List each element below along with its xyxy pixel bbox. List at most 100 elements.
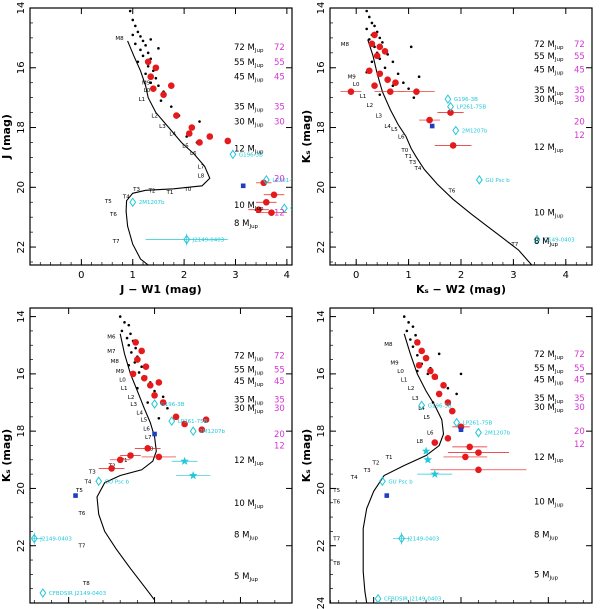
field-dwarf-point bbox=[370, 21, 374, 25]
field-dwarf-point bbox=[417, 75, 421, 79]
spectral-type-label: L4 bbox=[169, 132, 176, 138]
x-tick-label: 1 bbox=[405, 270, 411, 281]
mass-label-alt: 35 bbox=[274, 396, 285, 406]
x-tick-label: 4 bbox=[284, 270, 290, 281]
panel-4: 012141618202224H − Kₛ (mag)Kₛ (mag)M8M9L… bbox=[300, 307, 593, 609]
mass-label: 8 MJup bbox=[234, 219, 259, 230]
mass-label-alt: 12 bbox=[274, 441, 285, 451]
field-dwarf-point bbox=[409, 338, 412, 341]
field-dwarf-point bbox=[405, 329, 409, 333]
y-tick-label: 22 bbox=[16, 539, 27, 552]
comparison-label: GU Psc b bbox=[388, 479, 413, 485]
spectral-type-label: T5 bbox=[104, 199, 112, 205]
comparison-label: GU Psc b bbox=[105, 479, 130, 485]
comparison-label: J2149-0403 bbox=[542, 238, 575, 244]
cyan-star-point bbox=[430, 469, 440, 478]
member-point bbox=[155, 379, 163, 386]
comparison-label: G196-3B bbox=[161, 402, 185, 408]
spectral-type-label: L7 bbox=[198, 164, 205, 170]
comparison-label: LP261-75B bbox=[463, 421, 493, 427]
member-point bbox=[268, 209, 275, 217]
spectral-type-label: T0 bbox=[400, 148, 408, 154]
comparison-diamond bbox=[280, 203, 288, 214]
mass-label-alt: 72 bbox=[274, 43, 285, 53]
field-dwarf-point bbox=[141, 54, 145, 58]
spectral-type-label: T5 bbox=[75, 488, 83, 494]
mass-label: 12 MJup bbox=[234, 456, 264, 467]
y-tick-label: 20 bbox=[316, 181, 327, 194]
member-point bbox=[138, 347, 145, 355]
comparison-label: 2M1207b bbox=[139, 200, 165, 206]
mass-label: 72 MJup bbox=[234, 43, 264, 54]
field-dwarf-point bbox=[144, 44, 147, 47]
comparison-label: LP261-75B bbox=[457, 105, 487, 111]
spectral-type-label: L4 bbox=[136, 411, 143, 417]
panel-3: 0121416182022J − H (mag)Kₛ (mag)M6M7M8M9… bbox=[0, 307, 293, 609]
field-dwarf-point bbox=[141, 39, 145, 43]
field-dwarf-point bbox=[407, 321, 410, 324]
plot-area: M8M9L0L1L2L3L4L5L6L8T1T2T3T4T5T6T7T8T9G1… bbox=[324, 315, 527, 606]
mass-label: 30 MJup bbox=[234, 404, 264, 415]
y-tick-label: 22 bbox=[16, 241, 27, 254]
mass-label: 45 MJup bbox=[534, 65, 564, 76]
comparison-label: LP261-75B bbox=[178, 419, 208, 425]
comparison-diamond bbox=[189, 426, 197, 437]
comparison-label: GU Psc b bbox=[485, 178, 510, 184]
field-dwarf-point bbox=[149, 38, 153, 41]
field-dwarf-point bbox=[127, 323, 131, 327]
member-point bbox=[366, 67, 373, 75]
member-point bbox=[167, 82, 175, 89]
field-dwarf-point bbox=[146, 64, 150, 68]
y-tick-label: 18 bbox=[316, 121, 327, 134]
spectral-type-label: T6 bbox=[332, 499, 340, 505]
member-point bbox=[185, 130, 193, 137]
spectral-type-label: T9 bbox=[324, 600, 332, 606]
member-point bbox=[373, 52, 381, 60]
member-point bbox=[224, 137, 232, 145]
y-tick-label: 22 bbox=[316, 241, 327, 254]
member-point bbox=[381, 48, 389, 55]
spectral-type-label: M8 bbox=[111, 359, 120, 365]
spectral-type-label: L2 bbox=[367, 103, 374, 109]
y-tick-label: 16 bbox=[316, 61, 327, 74]
spectral-type-label: T1 bbox=[120, 458, 128, 464]
spectral-type-label: T8 bbox=[82, 581, 90, 587]
field-dwarf-point bbox=[365, 27, 368, 31]
field-dwarf-point bbox=[198, 120, 201, 123]
mass-label: 55 MJup bbox=[534, 364, 564, 375]
member-point bbox=[368, 40, 376, 48]
comparison-diamond bbox=[444, 94, 452, 105]
cyan-star-point bbox=[180, 456, 189, 465]
y-tick-label: 20 bbox=[316, 482, 327, 495]
comparison-diamond bbox=[95, 476, 103, 487]
mass-label: 45 MJup bbox=[534, 376, 564, 387]
mass-label: 35 MJup bbox=[234, 396, 264, 407]
y-axis-label: Kₛ (mag) bbox=[300, 429, 313, 482]
field-dwarf-point bbox=[140, 365, 143, 369]
mass-label-alt: 55 bbox=[574, 52, 585, 62]
mass-label: 5 MJup bbox=[234, 572, 259, 583]
field-dwarf-point bbox=[136, 30, 140, 34]
spectral-type-label: L0 bbox=[397, 369, 404, 375]
spectral-type-label: L6 bbox=[427, 431, 434, 437]
field-dwarf-point bbox=[131, 18, 135, 22]
y-tick-label: 20 bbox=[16, 482, 27, 495]
comparison-label: G196-3B bbox=[454, 97, 478, 103]
mass-label: 12 MJup bbox=[234, 144, 264, 155]
field-dwarf-point bbox=[407, 87, 410, 90]
spectral-type-label: L7 bbox=[145, 435, 152, 441]
member-point bbox=[144, 445, 151, 452]
member-point bbox=[431, 439, 439, 446]
comparison-diamond bbox=[229, 149, 237, 160]
member-point bbox=[475, 449, 482, 456]
member-point bbox=[392, 79, 399, 87]
field-dwarf-point bbox=[437, 352, 441, 356]
field-dwarf-point bbox=[373, 24, 376, 28]
spectral-type-label: L3 bbox=[412, 396, 419, 402]
spectral-type-label: T8 bbox=[332, 561, 340, 567]
comparison-label: LP261-75B bbox=[272, 178, 302, 184]
spectral-type-label: L1 bbox=[401, 378, 408, 384]
member-point bbox=[255, 206, 262, 214]
mass-label-alt: 72 bbox=[574, 350, 585, 360]
field-dwarf-point bbox=[149, 81, 153, 85]
